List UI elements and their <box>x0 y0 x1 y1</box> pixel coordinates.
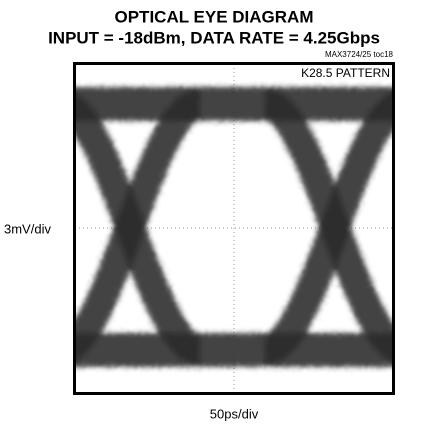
chart: OPTICAL EYE DIAGRAM INPUT = -18dBm, DATA… <box>0 0 422 430</box>
figure-note: MAX3724/25 toc18 <box>325 50 394 59</box>
x-axis-label: 50ps/div <box>210 406 259 421</box>
chart-title: OPTICAL EYE DIAGRAM <box>115 7 314 26</box>
chart-subtitle: INPUT = -18dBm, DATA RATE = 4.25Gbps <box>48 28 380 47</box>
annotation: K28.5 PATTERN <box>301 66 390 80</box>
y-axis-label: 3mV/div <box>4 221 51 236</box>
